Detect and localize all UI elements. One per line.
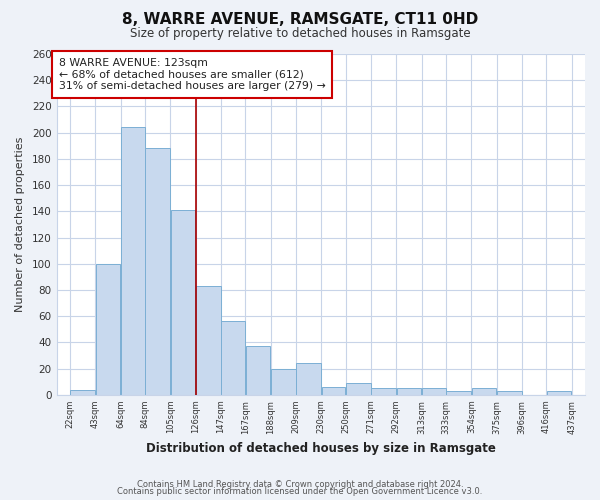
Text: Size of property relative to detached houses in Ramsgate: Size of property relative to detached ho… xyxy=(130,28,470,40)
Bar xyxy=(446,391,471,395)
X-axis label: Distribution of detached houses by size in Ramsgate: Distribution of detached houses by size … xyxy=(146,442,496,455)
Bar xyxy=(245,346,270,395)
Bar xyxy=(170,210,196,395)
Bar xyxy=(196,286,221,395)
Bar xyxy=(422,388,446,395)
Text: Contains public sector information licensed under the Open Government Licence v3: Contains public sector information licen… xyxy=(118,488,482,496)
Bar xyxy=(121,128,145,395)
Bar xyxy=(397,388,421,395)
Bar xyxy=(371,388,396,395)
Bar xyxy=(472,388,496,395)
Text: 8 WARRE AVENUE: 123sqm
← 68% of detached houses are smaller (612)
31% of semi-de: 8 WARRE AVENUE: 123sqm ← 68% of detached… xyxy=(59,58,326,91)
Bar xyxy=(296,364,321,395)
Bar xyxy=(145,148,170,395)
Bar xyxy=(322,387,345,395)
Y-axis label: Number of detached properties: Number of detached properties xyxy=(15,136,25,312)
Bar xyxy=(497,391,522,395)
Bar xyxy=(547,391,571,395)
Bar xyxy=(346,383,371,395)
Bar xyxy=(271,368,296,395)
Bar xyxy=(95,264,121,395)
Bar xyxy=(221,322,245,395)
Text: 8, WARRE AVENUE, RAMSGATE, CT11 0HD: 8, WARRE AVENUE, RAMSGATE, CT11 0HD xyxy=(122,12,478,28)
Text: Contains HM Land Registry data © Crown copyright and database right 2024.: Contains HM Land Registry data © Crown c… xyxy=(137,480,463,489)
Bar xyxy=(70,390,95,395)
